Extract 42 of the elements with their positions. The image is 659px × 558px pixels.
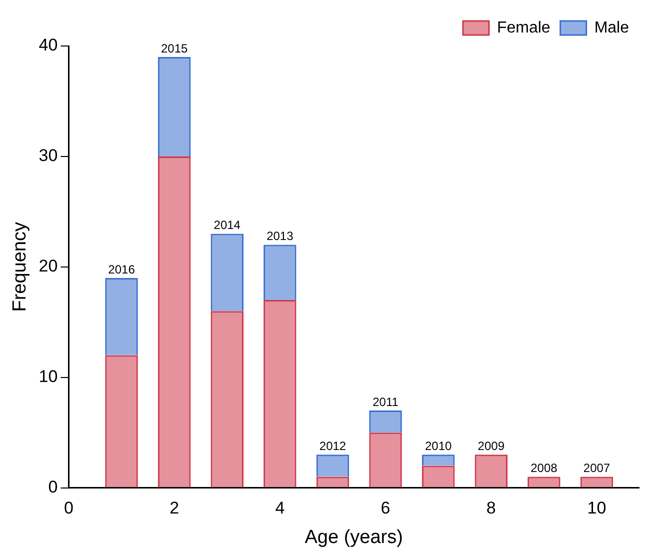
x-tick-label: 0	[64, 498, 74, 518]
bar	[474, 454, 508, 488]
bar	[210, 311, 244, 488]
annotation: 2012	[319, 438, 346, 453]
bar	[210, 234, 244, 312]
annotation: 2013	[266, 229, 294, 244]
legend-label: Female	[496, 19, 550, 36]
bar	[158, 57, 191, 156]
bar	[422, 454, 455, 466]
x-tick-label: 4	[275, 498, 285, 518]
annotation: 2011	[372, 394, 399, 409]
bar	[264, 300, 296, 488]
x-tick-label: 10	[587, 498, 606, 518]
bar	[105, 278, 138, 356]
x-axis-title: Age (years)	[304, 526, 403, 548]
bar	[422, 466, 455, 488]
y-tick-label: 20	[38, 256, 58, 276]
bar	[528, 476, 560, 488]
annotation: 2008	[530, 461, 558, 476]
annotation: 2016	[108, 262, 136, 276]
bar	[369, 410, 402, 433]
bar	[580, 476, 614, 488]
x-tick-label: 2	[170, 498, 180, 518]
annotation: 2010	[424, 438, 452, 453]
annotation: 2007	[583, 461, 610, 476]
y-axis-title: Frequency	[10, 222, 31, 312]
bar	[316, 454, 350, 477]
annotation: 2014	[214, 218, 241, 232]
y-tick-label: 10	[38, 367, 58, 386]
y-tick-label: 40	[38, 36, 58, 55]
bar	[158, 156, 191, 488]
bar	[369, 432, 402, 488]
bar	[105, 355, 138, 488]
annotation: 2009	[478, 438, 505, 453]
bar	[316, 476, 350, 488]
bar	[264, 244, 296, 300]
annotation: 2015	[160, 41, 188, 56]
y-tick-label: 0	[48, 477, 58, 496]
x-tick-label: 8	[486, 498, 496, 518]
x-tick-label: 6	[380, 498, 390, 518]
legend-label: Male	[594, 19, 630, 36]
y-tick-label: 30	[38, 146, 58, 166]
